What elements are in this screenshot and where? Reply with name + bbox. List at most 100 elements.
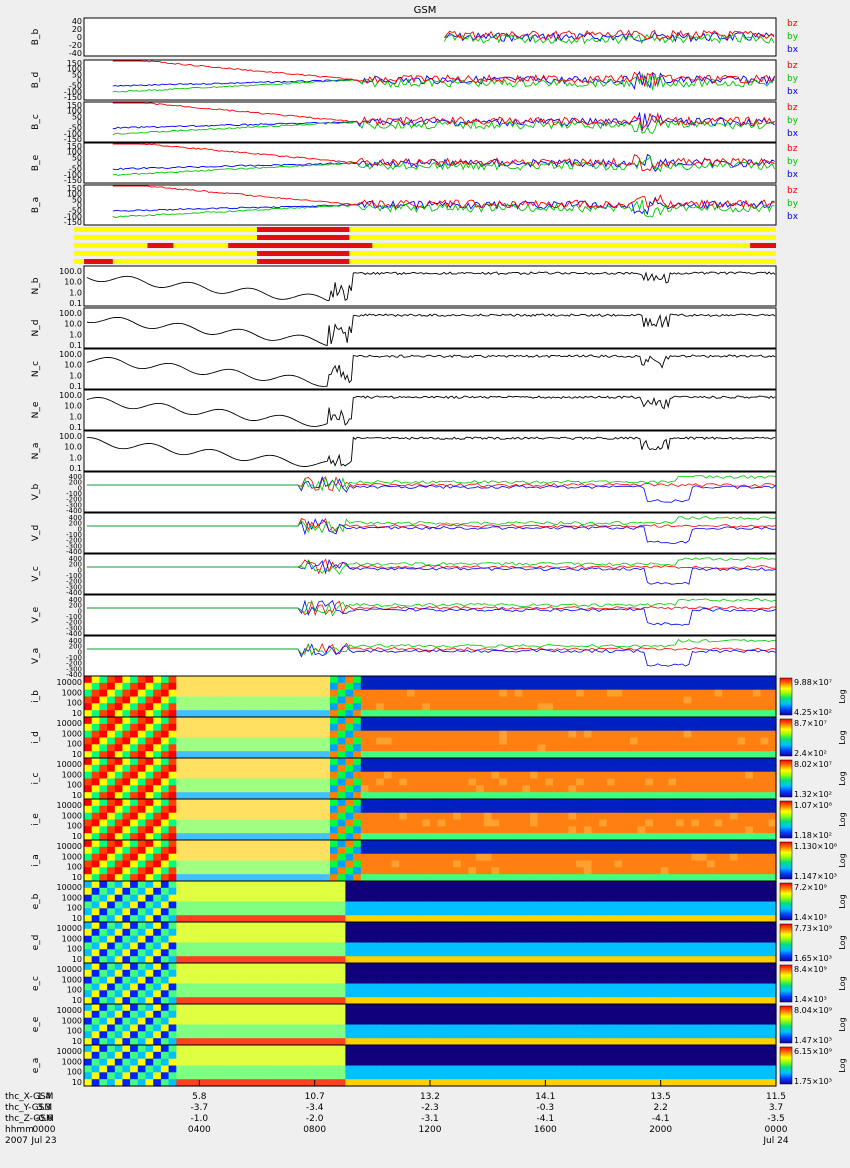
spectrogram-cell (268, 696, 277, 704)
spectrogram-cell (760, 737, 769, 745)
spectrogram-cell (383, 1031, 393, 1039)
spectrogram-cell (230, 969, 239, 978)
spectrogram-cell (453, 928, 462, 937)
series-bx (112, 196, 775, 216)
spectrogram-cell (714, 935, 723, 944)
spectrogram-cell (314, 942, 323, 950)
spectrogram-cell (299, 908, 308, 916)
spectrogram-cell (530, 901, 539, 909)
y-tick-label: 1.0 (69, 412, 82, 421)
spectrogram-cell (599, 723, 608, 732)
spectrogram-cell (537, 792, 546, 800)
spectrogram-cell (760, 710, 769, 718)
spectrogram-cell (314, 874, 323, 882)
spectrogram-cell (191, 853, 200, 862)
spectrogram-cell (114, 1031, 124, 1039)
legend-bz: bz (787, 19, 798, 29)
panel-frame (83, 17, 777, 57)
spectrogram-cell (230, 901, 239, 909)
spectrogram-cell (191, 969, 200, 978)
spectrogram-cell (299, 928, 308, 937)
spectrogram-cell (222, 997, 231, 1005)
spectrogram-cell (676, 682, 685, 691)
spectrogram-cell (130, 799, 139, 807)
spectrogram-cell (353, 826, 362, 834)
spectrogram-cell (376, 812, 385, 821)
spectrogram-cell (268, 956, 277, 964)
y-tick-label: 0 (77, 33, 82, 42)
spectrogram-cell (353, 696, 362, 704)
spectrogram-cell (483, 894, 493, 903)
spectrogram-cell (683, 922, 692, 930)
y-tick-label: -200 (66, 660, 82, 668)
spectrogram-cell (514, 881, 523, 889)
spectrogram-cell (476, 1031, 485, 1039)
spectrogram-cell (199, 867, 208, 875)
y-tick-label: 1.0 (69, 453, 82, 462)
spectrogram-cell (430, 812, 439, 821)
spectrogram-cell (483, 963, 493, 971)
spectrogram-cell (322, 922, 331, 930)
spectrogram-cell (237, 956, 247, 964)
spectrogram-cell (699, 689, 708, 698)
spectrogram-cell (360, 696, 370, 704)
spectrogram-cell (168, 881, 177, 889)
spectrogram-cell (406, 928, 416, 937)
spectrogram-cell (476, 710, 485, 718)
spectrogram-cell (207, 922, 216, 930)
spectrogram-cell (376, 689, 385, 698)
spectrogram-cell (430, 771, 439, 780)
spectrogram-cell (483, 887, 493, 896)
spectrogram-cell (360, 908, 370, 916)
spectrogram-cell (729, 778, 739, 786)
spectrogram-cell (291, 751, 300, 759)
spectrogram-cell (207, 853, 216, 862)
spectrogram-cell (752, 956, 762, 964)
spectrogram-cell (714, 730, 723, 739)
spectrogram-cell (629, 976, 639, 985)
spectrogram-cell (84, 969, 93, 978)
colorbar-scale-label: Log (838, 894, 847, 908)
spectrogram-cell (591, 805, 600, 814)
spectrogram-cell (84, 751, 93, 759)
spectrogram-cell (345, 1031, 354, 1039)
spectrogram-cell (253, 792, 262, 800)
spectrogram-cell (653, 771, 662, 780)
spectrogram-cell (291, 887, 300, 896)
spectrogram-cell (245, 976, 254, 985)
spectrogram-cell (606, 799, 616, 807)
spectrogram-cell (553, 778, 562, 786)
spectrogram-cell (184, 874, 193, 882)
spectrogram-cell (337, 792, 346, 800)
spectrogram-cell (691, 949, 700, 957)
spectrogram-cell (553, 894, 562, 903)
spectrogram-cell (383, 723, 393, 732)
spectrogram-cell (737, 935, 746, 944)
spectrogram-cell (729, 826, 739, 834)
spectrogram-cell (230, 928, 239, 937)
spectrogram-cell (683, 942, 692, 950)
spectrogram-cell (460, 908, 470, 916)
spectrogram-cell (160, 737, 170, 745)
spectrogram-cell (91, 799, 100, 807)
spectrogram-cell (122, 860, 131, 868)
spectrogram-cell (184, 942, 193, 950)
y-tick-label: 10.0 (64, 361, 82, 370)
spectrogram-cell (168, 717, 177, 725)
y-tick-label: 10.0 (64, 320, 82, 329)
spectrogram-cell (522, 881, 531, 889)
spectrogram-cell (583, 963, 593, 971)
y-tick-label: 10000 (57, 842, 82, 851)
spectrogram-cell (483, 942, 493, 950)
spectrogram-cell (191, 846, 200, 855)
spectrogram-cell (499, 799, 508, 807)
spectrogram-cell (222, 915, 231, 923)
colorbar-scale-label: Log (838, 771, 847, 785)
spectrogram-cell (214, 805, 223, 814)
spectrogram-cell (560, 710, 569, 718)
spectrogram-cell (699, 799, 708, 807)
spectrogram-cell (530, 942, 539, 950)
spectrogram-cell (568, 997, 577, 1005)
spectrogram-cell (622, 915, 631, 923)
spectrogram-cell (130, 723, 139, 732)
